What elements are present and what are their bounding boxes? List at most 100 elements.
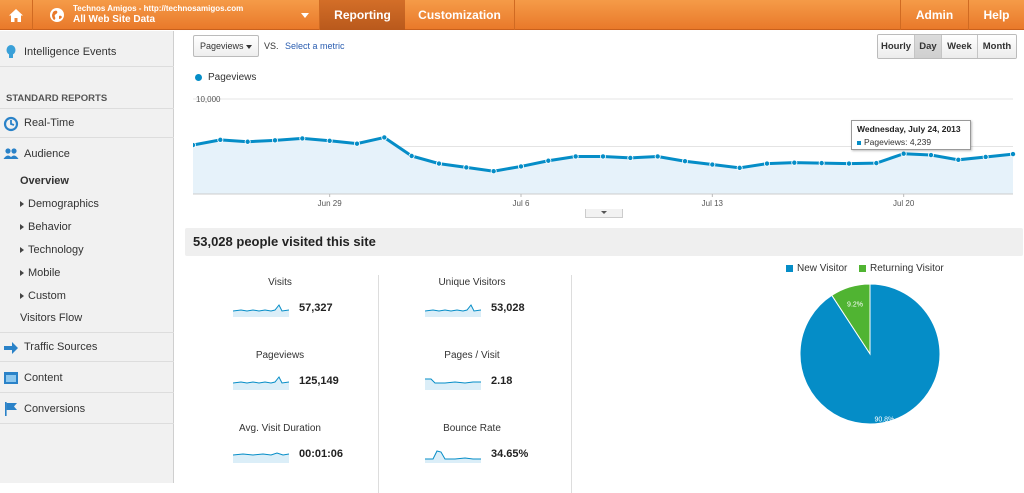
home-icon: [9, 8, 23, 22]
sidebar-item-technology[interactable]: Technology: [0, 244, 174, 256]
chart-expand-handle[interactable]: [585, 209, 623, 218]
kpi-value: 2.18: [491, 375, 513, 387]
kpi-bounce-rate[interactable]: Bounce Rate 34.65%: [377, 423, 567, 485]
data-point[interactable]: [709, 161, 716, 168]
sidebar-item-label: Intelligence Events: [24, 45, 117, 58]
kpi-avg-visit-duration[interactable]: Avg. Visit Duration 00:01:06: [185, 423, 375, 485]
data-point[interactable]: [736, 164, 743, 171]
sparkline: [233, 304, 289, 317]
kpi-visits[interactable]: Visits 57,327: [185, 277, 375, 339]
data-point[interactable]: [928, 152, 935, 159]
standard-reports-heading: STANDARD REPORTS: [6, 93, 108, 104]
sidebar-item-behavior[interactable]: Behavior: [0, 221, 174, 233]
data-point[interactable]: [326, 137, 333, 144]
kpi-label: Pages / Visit: [444, 350, 500, 361]
kpi-pageviews[interactable]: Pageviews 125,149: [185, 350, 375, 412]
data-point[interactable]: [599, 153, 606, 160]
realtime-icon: [3, 116, 19, 132]
arrow-right-icon: [4, 342, 18, 354]
pie-legend-returning-visitor[interactable]: Returning Visitor: [859, 261, 944, 275]
chevron-down-icon: [246, 45, 252, 49]
data-point[interactable]: [244, 138, 251, 145]
sidebar-item-label: Real-Time: [24, 117, 75, 129]
visitor-type-pie-chart[interactable]: 9.2% 90.8%: [795, 279, 945, 429]
data-point[interactable]: [353, 140, 360, 147]
kpi-divider: [378, 275, 379, 493]
legend-label: New Visitor: [797, 262, 848, 274]
sidebar-item-intelligence-events[interactable]: Intelligence Events: [0, 37, 174, 67]
sidebar-item-mobile[interactable]: Mobile: [0, 267, 174, 279]
chevron-down-icon: [301, 13, 309, 18]
data-point[interactable]: [463, 164, 470, 171]
caret-right-icon: [20, 270, 24, 277]
sidebar-item-label: Audience: [24, 148, 70, 160]
sidebar-item-content[interactable]: Content: [0, 363, 174, 393]
data-point[interactable]: [654, 153, 661, 160]
lightbulb-icon: [6, 45, 16, 58]
legend-label-pageviews: Pageviews: [208, 72, 257, 83]
data-point[interactable]: [435, 160, 442, 167]
data-point[interactable]: [193, 142, 196, 149]
sidebar-item-traffic-sources[interactable]: Traffic Sources: [0, 332, 174, 362]
data-point[interactable]: [490, 168, 497, 175]
day-button[interactable]: Day: [915, 35, 942, 58]
sidebar-item-label: Mobile: [28, 267, 61, 279]
data-point[interactable]: [818, 160, 825, 167]
data-point[interactable]: [517, 163, 524, 170]
admin-link[interactable]: Admin: [900, 0, 968, 30]
sidebar-item-custom[interactable]: Custom: [0, 290, 174, 302]
select-metric-link[interactable]: Select a metric: [285, 41, 345, 51]
data-point[interactable]: [381, 134, 388, 141]
data-point[interactable]: [873, 160, 880, 167]
data-point[interactable]: [764, 160, 771, 167]
x-tick-label: Jul 6: [513, 199, 530, 208]
date-granularity-toggle: Hourly Day Week Month: [877, 34, 1017, 59]
kpi-value: 125,149: [299, 375, 339, 387]
kpi-pages-per-visit[interactable]: Pages / Visit 2.18: [377, 350, 567, 412]
sparkline: [425, 304, 481, 317]
legend-swatch-pageviews: [195, 74, 202, 81]
sidebar-item-demographics[interactable]: Demographics: [0, 198, 174, 210]
data-point[interactable]: [272, 137, 279, 144]
tab-reporting[interactable]: Reporting: [320, 0, 405, 30]
metric-select-value: Pageviews: [200, 41, 244, 51]
kpi-label: Avg. Visit Duration: [239, 423, 321, 434]
sidebar-item-conversions[interactable]: Conversions: [0, 394, 174, 424]
sidebar-item-visitors-flow[interactable]: Visitors Flow: [20, 312, 83, 324]
home-button[interactable]: [0, 0, 33, 30]
kpi-label: Unique Visitors: [438, 277, 506, 288]
account-selector[interactable]: Technos Amigos - http://technosamigos.co…: [33, 0, 320, 30]
data-point[interactable]: [572, 153, 579, 160]
people-icon: [3, 148, 19, 159]
kpi-value: 34.65%: [491, 448, 529, 460]
data-point[interactable]: [900, 150, 907, 157]
sparkline: [425, 378, 481, 390]
hourly-button[interactable]: Hourly: [878, 35, 915, 58]
flag-icon: [5, 402, 17, 416]
data-point[interactable]: [299, 135, 306, 142]
sidebar-item-label: Technology: [28, 244, 84, 256]
week-button[interactable]: Week: [942, 35, 978, 58]
kpi-unique-visitors[interactable]: Unique Visitors 53,028: [377, 277, 567, 339]
data-point[interactable]: [846, 160, 853, 167]
data-point[interactable]: [408, 153, 415, 160]
month-button[interactable]: Month: [978, 35, 1016, 58]
data-point[interactable]: [681, 158, 688, 165]
sidebar-item-overview[interactable]: Overview: [20, 175, 69, 187]
help-link[interactable]: Help: [968, 0, 1024, 30]
sidebar-item-audience[interactable]: Audience: [0, 139, 174, 169]
data-point[interactable]: [627, 154, 634, 161]
sidebar-item-real-time[interactable]: Real-Time: [0, 108, 174, 138]
pie-slice-new-visitor[interactable]: [799, 283, 941, 425]
data-point[interactable]: [1010, 151, 1017, 158]
pie-legend-new-visitor[interactable]: New Visitor: [786, 261, 847, 275]
data-point[interactable]: [955, 156, 962, 163]
tab-customization[interactable]: Customization: [405, 0, 515, 30]
data-point[interactable]: [791, 159, 798, 166]
sidebar-item-label: Custom: [28, 290, 66, 302]
metric-select[interactable]: Pageviews: [193, 35, 259, 57]
data-point[interactable]: [217, 136, 224, 143]
data-point[interactable]: [982, 153, 989, 160]
data-point[interactable]: [545, 157, 552, 164]
